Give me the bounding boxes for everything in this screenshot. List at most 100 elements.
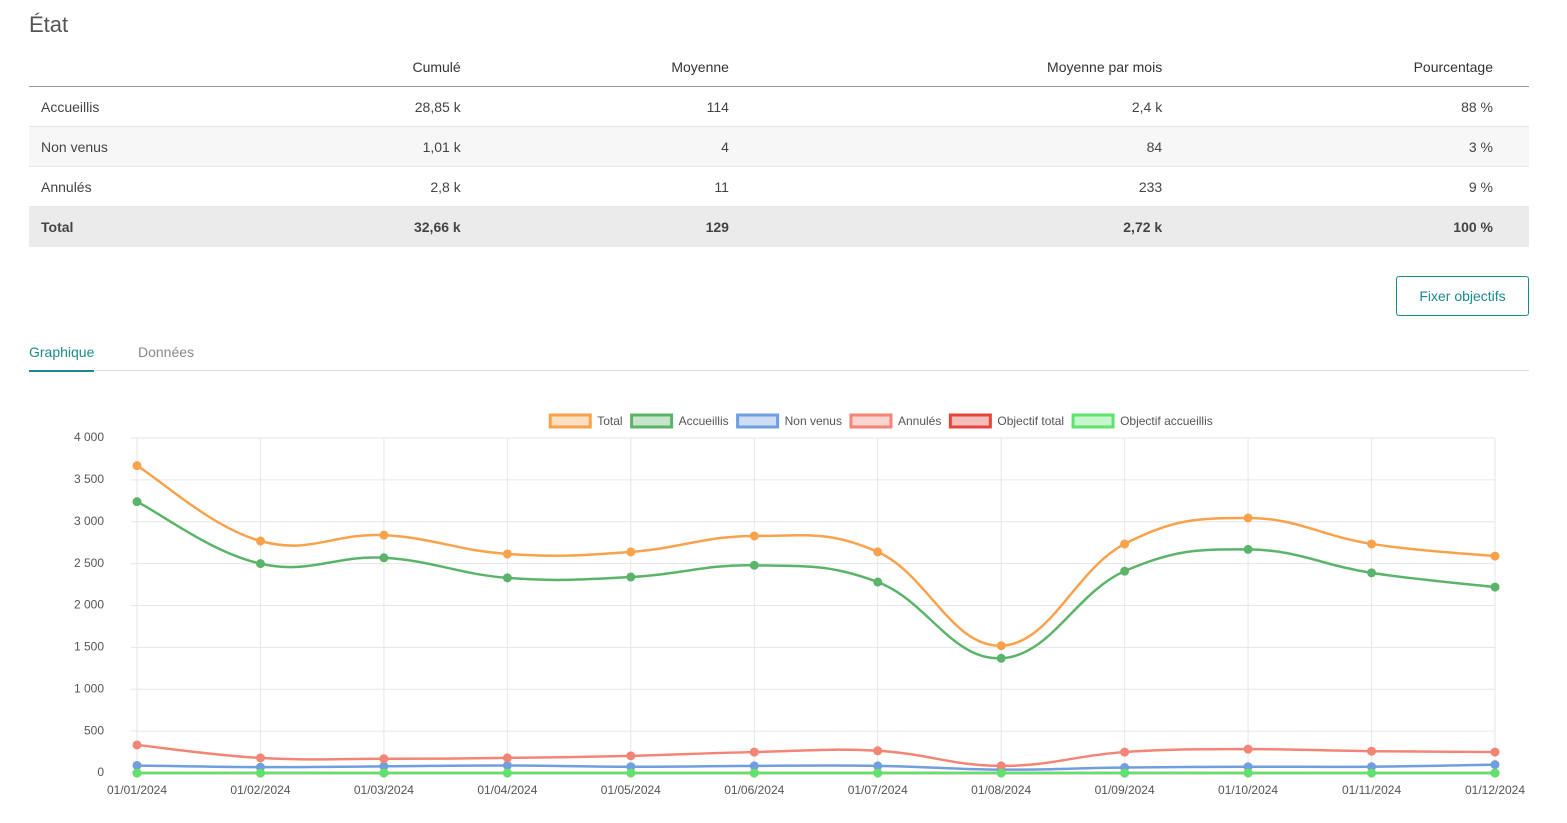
legend-swatch [736,413,780,429]
x-tick-label: 01/02/2024 [230,783,290,797]
x-tick-label: 01/03/2024 [354,783,414,797]
x-tick-label: 01/01/2024 [107,783,167,797]
table-cell: 84 [764,126,1199,167]
data-point [502,549,512,559]
data-point [873,746,883,756]
legend-label: Annulés [898,414,941,428]
data-point [873,577,883,587]
table-cell: 4 [496,126,765,167]
y-tick-label: 500 [84,723,104,737]
data-point [1490,551,1500,561]
data-point [1243,768,1253,778]
data-point [1490,747,1500,757]
x-tick-label: 01/12/2024 [1465,783,1525,797]
header-cell: Cumulé [255,47,497,87]
data-point [502,573,512,583]
legend-label: Non venus [785,414,842,428]
data-point [255,559,265,569]
data-point [749,531,759,541]
data-point [1243,544,1253,554]
y-tick-label: 0 [97,765,104,779]
data-point [132,760,142,770]
tab[interactable]: Données [138,344,195,360]
data-point [379,530,389,540]
table-cell: 28,85 k [255,86,497,127]
table-cell: 129 [496,206,765,247]
data-point [1120,539,1130,549]
legend-swatch [849,413,893,429]
data-point [132,461,142,471]
tabs: Graphique Données [29,336,1529,372]
legend-label: Accueillis [679,414,729,428]
x-tick-label: 01/07/2024 [848,783,908,797]
data-point [379,553,389,563]
data-point [1490,760,1500,770]
data-point [502,753,512,763]
y-tick-label: 1 000 [74,681,104,695]
data-point [626,751,636,761]
legend-label: Objectif total [997,414,1064,428]
legend-swatch [630,413,674,429]
data-point [626,547,636,557]
data-point [626,572,636,582]
y-tick-label: 2 000 [74,598,104,612]
y-tick-label: 3 000 [74,514,104,528]
data-point [502,760,512,770]
data-point [749,747,759,757]
data-point [749,768,759,778]
data-point [132,740,142,750]
table-cell: 32,66 k [255,206,497,247]
data-point [626,768,636,778]
data-point [1367,568,1377,578]
series-line [136,464,1496,647]
data-point [749,560,759,570]
x-tick-label: 01/05/2024 [601,783,661,797]
x-tick-label: 01/06/2024 [724,783,784,797]
table-cell: Accueillis [29,86,256,127]
header-cell: Moyenne [496,47,765,87]
stats-table: Cumulé Moyenne Moyenne par mois Pourcentage… [29,47,1529,247]
table-cell: 2,72 k [764,206,1199,247]
data-point [1490,582,1500,592]
table-cell: 2,8 k [255,166,497,207]
tab[interactable]: Graphique [29,344,95,372]
table-cell: 9 % [1198,166,1529,207]
table-cell: 88 % [1198,86,1529,127]
header-cell: Pourcentage [1198,47,1529,87]
data-point [1120,747,1130,757]
table-row: Non venus 1,01 k 4 84 3 % [29,126,1529,167]
data-point [1243,513,1253,523]
y-tick-label: 4 000 [74,430,104,444]
y-tick-label: 1 500 [74,640,104,654]
table-cell: Non venus [29,126,256,167]
series-line [136,743,1496,768]
table-cell: 3 % [1198,126,1529,167]
table-cell: 233 [764,166,1199,207]
total-row: Total 32,66 k 129 2,72 k 100 % [29,206,1529,247]
data-point [132,768,142,778]
table-cell: 114 [496,86,765,127]
data-point [1120,566,1130,576]
data-point [502,768,512,778]
data-point [1490,768,1500,778]
data-point [1367,539,1377,549]
legend-swatch [948,413,992,429]
data-point [255,768,265,778]
table-row: Annulés 2,8 k 11 233 9 % [29,166,1529,207]
table-cell: Total [29,206,256,247]
x-tick-label: 01/11/2024 [1342,783,1401,797]
x-tick-label: 01/04/2024 [477,783,537,797]
legend-label: Objectif accueillis [1120,414,1213,428]
series-line [136,763,1496,771]
page-title: État [29,12,69,37]
data-point [873,547,883,557]
data-point [1243,744,1253,754]
legend-swatch [1071,413,1115,429]
header-row: Cumulé Moyenne Moyenne par mois Pourcentage [29,47,1529,87]
set-goals-button[interactable]: Fixer objectifs [1396,276,1529,316]
series-line [136,500,1496,660]
y-tick-label: 3 500 [74,472,104,486]
table-cell: 11 [496,166,765,207]
data-point [996,653,1006,663]
